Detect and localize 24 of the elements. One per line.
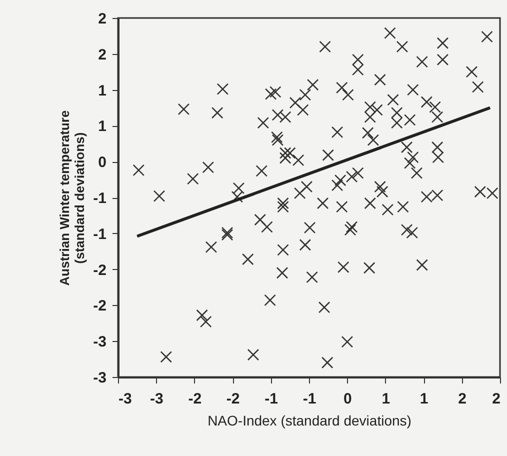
x-tick-label: 1 [420, 390, 428, 408]
y-tick-label: -3 [93, 370, 106, 386]
x-tick-label: -2 [188, 390, 202, 408]
x-tick-label: -2 [226, 390, 240, 408]
x-tick-label: -1 [264, 390, 278, 408]
y-tick-label: -1 [93, 190, 106, 207]
y-tick-label: -3 [93, 334, 106, 351]
x-tick-label: 2 [458, 390, 466, 408]
x-tick-label: -3 [118, 390, 132, 408]
x-tick-label: 0 [344, 390, 352, 408]
y-tick-label: 2 [98, 46, 106, 64]
y-tick-label: 1 [98, 118, 106, 136]
x-tick-label: -1 [302, 390, 316, 408]
y-axis-title: Austrian Winter temperature (standard deviations) [57, 110, 88, 286]
y-tick-label: 2 [98, 10, 106, 28]
x-tick-label: 2 [492, 390, 500, 408]
y-tick-label: -1 [93, 226, 106, 243]
x-tick-label: -3 [150, 390, 164, 408]
y-tick-label: 0 [98, 154, 106, 172]
y-tick-label: -2 [93, 262, 106, 279]
x-axis-title: NAO-Index (standard deviations) [208, 412, 412, 428]
x-tick-label: 1 [382, 390, 390, 408]
y-tick-label: -2 [93, 298, 106, 315]
y-tick-label: 1 [98, 82, 106, 100]
